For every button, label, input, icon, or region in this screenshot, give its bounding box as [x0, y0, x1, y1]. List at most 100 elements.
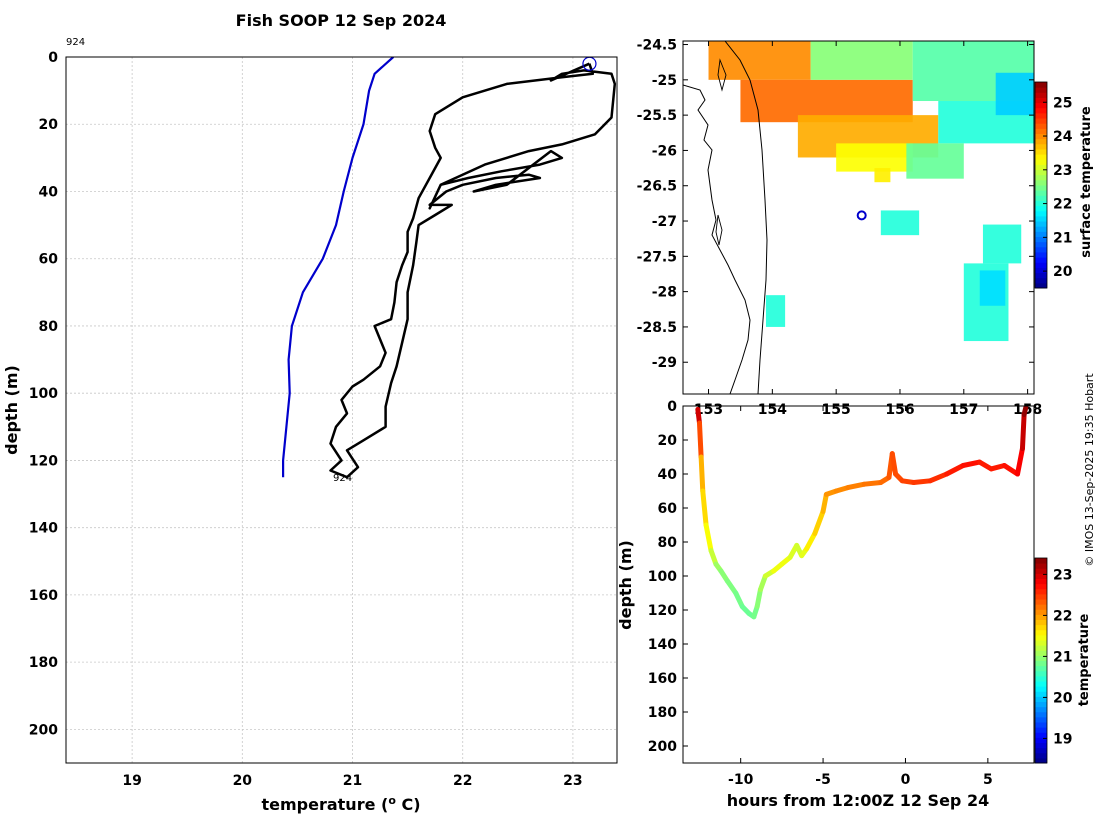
track-segment [812, 508, 826, 536]
profile-y-tick-label: 120 [29, 453, 58, 469]
colorbar-band [1035, 573, 1047, 579]
colorbar-band [1035, 123, 1047, 129]
colorbar-band [1035, 179, 1047, 186]
track-segment [700, 488, 709, 528]
colorbar-band [1035, 727, 1047, 733]
colorbar-band [1035, 251, 1047, 258]
map-colorbar-label: surface temperature [1079, 106, 1094, 258]
profile-y-tick-label: 80 [39, 319, 59, 335]
colorbar-tick-label: 25 [1053, 95, 1072, 111]
profile-y-tick-label: 60 [39, 252, 59, 268]
track-segment [820, 491, 829, 514]
map-x-tick-label: 157 [949, 402, 978, 418]
track-segment [960, 459, 983, 468]
credit-text: © IMOS 13-Sep-2025 19:35 Hobart [1083, 373, 1096, 567]
colorbar-band [1035, 583, 1047, 590]
colorbar-band [1035, 112, 1047, 119]
colorbar-band [1035, 215, 1047, 222]
island-outline [717, 58, 727, 92]
vessel-position-marker [856, 210, 867, 221]
colorbar-band [1035, 681, 1047, 687]
profile-x-tick-label: 23 [563, 773, 582, 789]
colorbar-tick-label: 21 [1053, 230, 1072, 246]
profile-x-tick-label: 22 [453, 773, 472, 789]
colorbar-band [1035, 599, 1047, 605]
colorbar-band [1035, 92, 1047, 98]
map-y-tick-label: -25.5 [637, 108, 677, 124]
colorbar-band [1035, 696, 1047, 702]
section-y-tick-label: 100 [648, 569, 677, 585]
colorbar-band [1035, 711, 1047, 718]
colorbar-band [1035, 619, 1047, 626]
map-y-tick-label: -29 [652, 355, 677, 371]
colorbar-band [1035, 190, 1047, 196]
track-segment [1015, 446, 1025, 477]
map-y-tick-label: -27 [652, 214, 677, 230]
colorbar-band [1035, 236, 1047, 243]
map-x-tick-label: 155 [822, 402, 851, 418]
profile-series-observed [329, 62, 617, 479]
colorbar-band [1035, 267, 1047, 274]
section-x-axis-label: hours from 12:00Z 12 Sep 24 [727, 791, 989, 810]
colorbar-band [1035, 593, 1047, 600]
track-segment [861, 480, 884, 487]
profile-x-axis-label: temperature (o C) [261, 794, 420, 814]
colorbar-band [1035, 665, 1047, 672]
colorbar-band [1035, 159, 1047, 165]
colorbar-band [1035, 200, 1047, 207]
shelf-edge-contour [724, 41, 768, 394]
colorbar-band [1035, 609, 1047, 615]
section-x-tick-label: -5 [815, 772, 831, 788]
colorbar-tick-label: 23 [1053, 567, 1072, 583]
colorbar-band [1035, 87, 1047, 93]
colorbar-band [1035, 640, 1047, 646]
section-y-axis-label: depth (m) [616, 540, 635, 630]
track-segment [1019, 412, 1027, 451]
colorbar-band [1035, 138, 1047, 145]
colorbar-band [1035, 563, 1047, 569]
colorbar-band [1035, 169, 1047, 176]
profile-y-tick-label: 160 [29, 588, 58, 604]
sst-cell [810, 41, 913, 80]
colorbar-band [1035, 660, 1047, 667]
colorbar-band [1035, 588, 1047, 595]
section-y-tick-label: 0 [667, 399, 677, 415]
track-segment [889, 451, 899, 477]
colorbar-band [1035, 154, 1047, 160]
section-y-tick-label: 180 [648, 705, 677, 721]
section-x-tick-label: 0 [901, 772, 911, 788]
colorbar-band [1035, 757, 1047, 764]
colorbar-band [1035, 277, 1047, 284]
profile-frame [65, 56, 618, 764]
track-segment [845, 481, 867, 491]
colorbar-band [1035, 752, 1047, 759]
colorbar-band [1035, 670, 1047, 677]
profile-y-tick-label: 180 [29, 655, 58, 671]
vessel-marker-circle [856, 210, 867, 221]
section-tick-labels: -10 -5 0 5 0 20 40 60 80 100 120 140 160 180 200 [648, 399, 993, 788]
sst-cell [906, 143, 964, 179]
profile-y-tick-label: 100 [29, 386, 58, 402]
colorbar-band [1035, 737, 1047, 743]
profile-y-tick-label: 20 [39, 117, 59, 133]
track-segment [1021, 406, 1029, 417]
colorbar-band [1035, 706, 1047, 713]
colorbar-band [1035, 102, 1047, 109]
colorbar-band [1035, 701, 1047, 708]
profile-lines [282, 57, 617, 479]
colorbar-band [1035, 118, 1047, 124]
map-y-tick-label: -28.5 [637, 320, 677, 336]
track-segment [804, 531, 818, 552]
sst-cell [880, 210, 920, 236]
colorbar-band [1035, 107, 1047, 114]
colorbar-band [1035, 221, 1047, 227]
colorbar-band [1035, 691, 1047, 697]
profile-y-tick-label: 40 [39, 184, 59, 200]
colorbar-band [1035, 634, 1047, 641]
profile-series-climatology [282, 57, 395, 478]
colorbar-band [1035, 205, 1047, 212]
colorbar-band [1035, 195, 1047, 201]
colorbar-band [1035, 226, 1047, 232]
colorbar-band [1035, 722, 1047, 728]
colorbar-band [1035, 686, 1047, 692]
